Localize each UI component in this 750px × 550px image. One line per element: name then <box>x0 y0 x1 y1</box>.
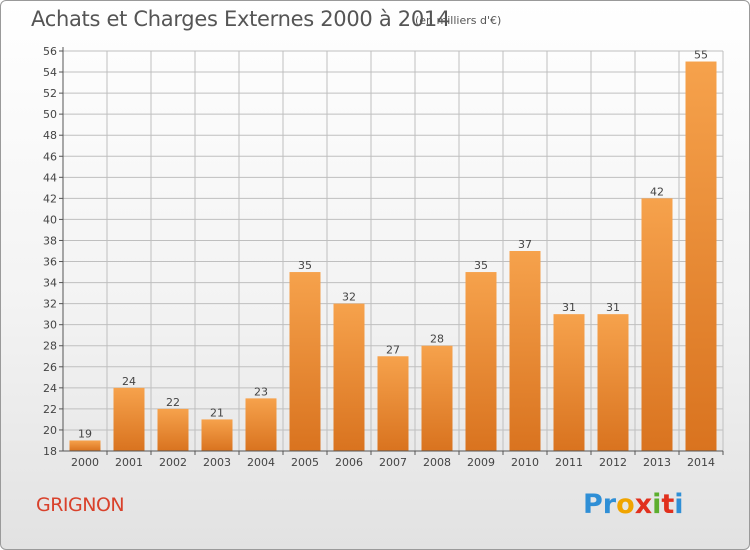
bar-value-label: 28 <box>430 333 444 346</box>
logo-letter: P <box>583 489 603 520</box>
y-tick-label: 42 <box>43 192 57 205</box>
bar-value-label: 23 <box>254 385 268 398</box>
y-tick-label: 34 <box>43 277 57 290</box>
y-tick-label: 48 <box>43 129 57 142</box>
x-tick-label: 2013 <box>643 456 671 469</box>
x-tick-label: 2007 <box>379 456 407 469</box>
y-tick-label: 50 <box>43 108 57 121</box>
y-tick-label: 44 <box>43 171 57 184</box>
y-tick-label: 52 <box>43 87 57 100</box>
bar-value-label: 21 <box>210 406 224 419</box>
logo-letter: r <box>602 489 617 520</box>
bar <box>157 408 189 451</box>
bar-value-label: 35 <box>298 259 312 272</box>
x-tick-label: 2014 <box>687 456 715 469</box>
x-tick-label: 2000 <box>71 456 99 469</box>
proxiti-logo: Proxiti <box>583 489 684 520</box>
y-tick-label: 28 <box>43 340 57 353</box>
x-tick-label: 2005 <box>291 456 319 469</box>
bar-value-label: 55 <box>694 49 708 62</box>
y-tick-label: 18 <box>43 445 57 458</box>
bar-value-label: 22 <box>166 396 180 409</box>
bar <box>201 419 233 451</box>
logo-letter: t <box>661 489 675 520</box>
bar-value-label: 37 <box>518 238 532 251</box>
axes <box>59 47 724 455</box>
bar-value-label: 27 <box>386 343 400 356</box>
y-tick-label: 30 <box>43 319 57 332</box>
chart-title: Achats et Charges Externes 2000 à 2014 <box>31 7 451 31</box>
bar <box>333 303 365 451</box>
x-tick-label: 2012 <box>599 456 627 469</box>
x-tick-label: 2004 <box>247 456 275 469</box>
bar-value-label: 19 <box>78 427 92 440</box>
bar <box>597 314 629 451</box>
bar <box>641 198 673 451</box>
y-tick-label: 40 <box>43 213 57 226</box>
y-tick-label: 32 <box>43 298 57 311</box>
bar <box>113 387 145 451</box>
y-tick-label: 46 <box>43 150 57 163</box>
x-tick-label: 2011 <box>555 456 583 469</box>
chart-subtitle: (en milliers d'€) <box>415 14 502 27</box>
x-tick-label: 2001 <box>115 456 143 469</box>
x-tick-label: 2003 <box>203 456 231 469</box>
bar <box>377 356 409 451</box>
bar <box>553 314 585 451</box>
bar-value-label: 24 <box>122 375 136 388</box>
y-tick-label: 26 <box>43 361 57 374</box>
bar-value-label: 32 <box>342 291 356 304</box>
y-tick-label: 24 <box>43 382 57 395</box>
x-tick-label: 2006 <box>335 456 363 469</box>
bar <box>289 272 321 451</box>
y-tick-label: 22 <box>43 403 57 416</box>
x-tick-label: 2008 <box>423 456 451 469</box>
bar <box>421 345 453 451</box>
y-tick-label: 20 <box>43 424 57 437</box>
bar <box>465 272 497 451</box>
bar-value-label: 42 <box>650 185 664 198</box>
bar <box>245 398 277 451</box>
x-tick-label: 2010 <box>511 456 539 469</box>
logo-letter: x <box>634 489 653 520</box>
y-tick-label: 38 <box>43 234 57 247</box>
y-tick-label: 56 <box>43 45 57 58</box>
logo-letter: i <box>652 489 662 520</box>
bar-value-label: 31 <box>562 301 576 314</box>
commune-name: GRIGNON <box>36 494 125 516</box>
y-tick-label: 54 <box>43 66 57 79</box>
bar <box>509 251 541 451</box>
x-tick-label: 2002 <box>159 456 187 469</box>
labels: 18 20 22 24 26 28 30 32 34 36 38 40 42 44 46 48 50 52 54 56… <box>43 45 715 469</box>
y-tick-label: 36 <box>43 256 57 269</box>
x-tick-label: 2009 <box>467 456 495 469</box>
logo-letter: o <box>616 489 635 520</box>
bar-value-label: 35 <box>474 259 488 272</box>
bar <box>69 440 101 451</box>
logo-letter: i <box>674 489 684 520</box>
bars <box>69 61 717 452</box>
bar-value-label: 31 <box>606 301 620 314</box>
bar <box>685 61 717 452</box>
